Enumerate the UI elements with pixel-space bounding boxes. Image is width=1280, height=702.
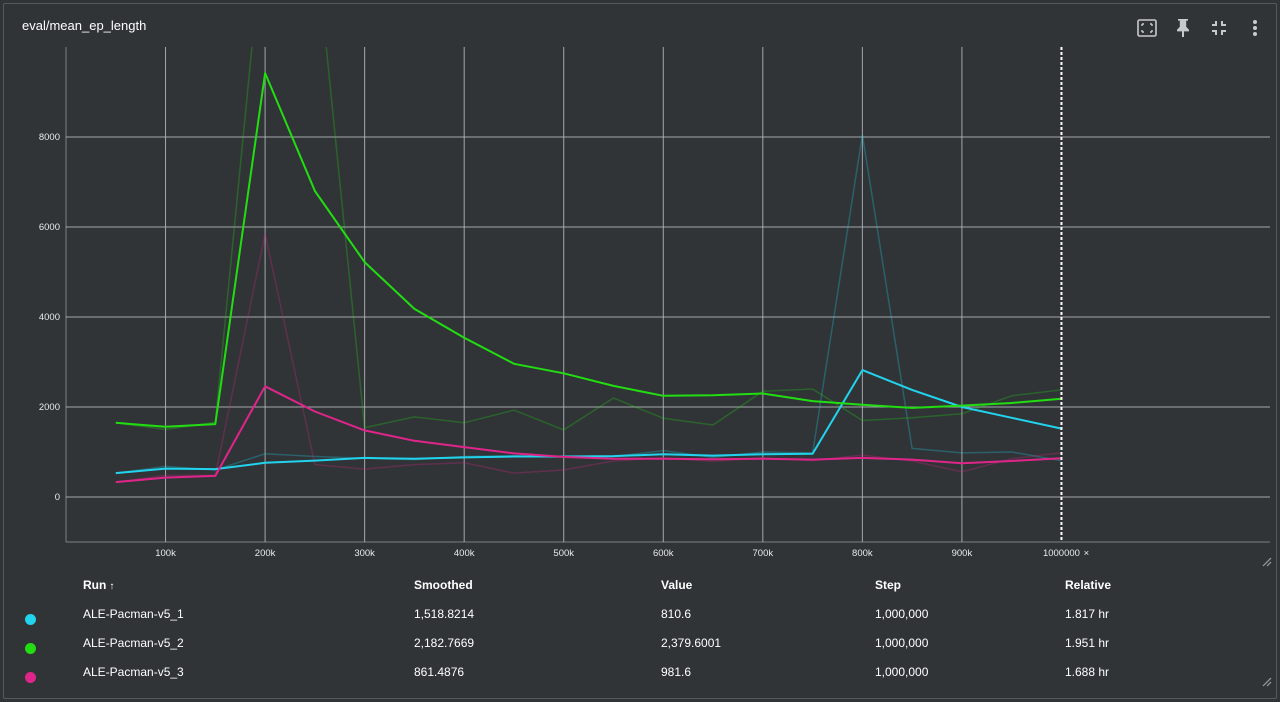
table-header: Run ↑ Smoothed Value Step Relative (4, 572, 1278, 601)
collapse-icon (1212, 21, 1226, 35)
more-options-button[interactable] (1242, 15, 1268, 41)
run-name: ALE-Pacman-v5_1 (83, 607, 184, 621)
run-color-dot (25, 614, 36, 625)
resize-grip-icon (1262, 557, 1272, 567)
resize-grip-icon (1262, 677, 1272, 687)
raw-line-ALE-Pacman-v5_2 (115, 47, 1062, 431)
data-table: Run ↑ Smoothed Value Step Relative ALE-Pa… (4, 572, 1278, 688)
scalar-card: eval/mean_ep_length 100k 200k 300 (3, 3, 1277, 699)
x-tick-label: 400k (454, 548, 475, 559)
smoothed-value: 1,518.8214 (414, 607, 475, 621)
step-column-header[interactable]: Step (875, 578, 902, 592)
x-tick-label: 600k (653, 548, 674, 559)
table-row: ALE-Pacman-v5_1 1,518.8214 810.6 1,000,0… (4, 601, 1278, 630)
card-resize-handle[interactable] (1260, 674, 1272, 687)
sort-arrow-icon: ↑ (109, 581, 115, 592)
table-row: ALE-Pacman-v5_3 861.4876 981.6 1,000,000… (4, 659, 1278, 688)
step-value: 1,000,000 (875, 665, 929, 679)
raw-line-ALE-Pacman-v5_1 (115, 134, 1062, 474)
pin-button[interactable] (1170, 15, 1196, 41)
more-vert-icon (1253, 20, 1257, 36)
y-tick-label: 0 (55, 492, 60, 503)
fit-domain-button[interactable] (1134, 15, 1160, 41)
smoothed-column-header[interactable]: Smoothed (414, 578, 473, 592)
x-tick-label: 800k (852, 548, 873, 559)
step-value: 1,000,000 (875, 607, 929, 621)
smoothed-value: 861.4876 (414, 665, 465, 679)
run-color-dot (25, 643, 36, 654)
run-name: ALE-Pacman-v5_2 (83, 636, 184, 650)
step-value: 1,000,000 (875, 636, 929, 650)
table-row: ALE-Pacman-v5_2 2,182.7669 2,379.6001 1,… (4, 630, 1278, 659)
y-tick-label: 4000 (39, 312, 60, 323)
smoothed-value: 2,182.7669 (414, 636, 475, 650)
y-tick-label: 2000 (39, 402, 60, 413)
relative-time: 1.688 hr (1065, 665, 1110, 679)
run-header-label: Run (83, 578, 107, 592)
smoothed-line-ALE-Pacman-v5_1 (115, 369, 1062, 475)
card-toolbar (1134, 15, 1268, 41)
cursor-step-label: 1000000 (1043, 548, 1080, 559)
fit-domain-icon (1137, 19, 1157, 37)
run-column-header[interactable]: Run ↑ (83, 578, 114, 592)
smoothed-line-ALE-Pacman-v5_2 (115, 72, 1062, 428)
raw-value: 2,379.6001 (661, 636, 722, 650)
line-chart[interactable]: 100k 200k 300k 400k 500k 600k 700k 800k 900k 0 200… (4, 4, 1278, 569)
smoothed-line-ALE-Pacman-v5_3 (115, 385, 1062, 484)
value-column-header[interactable]: Value (661, 578, 693, 592)
raw-value: 981.6 (661, 665, 692, 679)
chart-resize-handle[interactable] (1260, 554, 1272, 567)
x-tick-label: 200k (255, 548, 276, 559)
relative-time: 1.817 hr (1065, 607, 1110, 621)
series-group (115, 47, 1062, 484)
raw-line-ALE-Pacman-v5_3 (115, 233, 1062, 483)
raw-value: 810.6 (661, 607, 692, 621)
card-title: eval/mean_ep_length (22, 18, 147, 33)
run-name: ALE-Pacman-v5_3 (83, 665, 184, 679)
y-tick-label: 6000 (39, 222, 60, 233)
cursor-close-icon: × (1084, 548, 1090, 559)
y-tick-label: 8000 (39, 132, 60, 143)
x-tick-label: 300k (354, 548, 375, 559)
relative-time: 1.951 hr (1065, 636, 1110, 650)
x-tick-label: 700k (753, 548, 774, 559)
x-tick-label: 500k (553, 548, 574, 559)
collapse-button[interactable] (1206, 15, 1232, 41)
pin-icon (1177, 19, 1189, 37)
x-tick-label: 100k (155, 548, 176, 559)
relative-column-header[interactable]: Relative (1065, 578, 1112, 592)
x-tick-label: 900k (952, 548, 973, 559)
run-color-dot (25, 672, 36, 683)
